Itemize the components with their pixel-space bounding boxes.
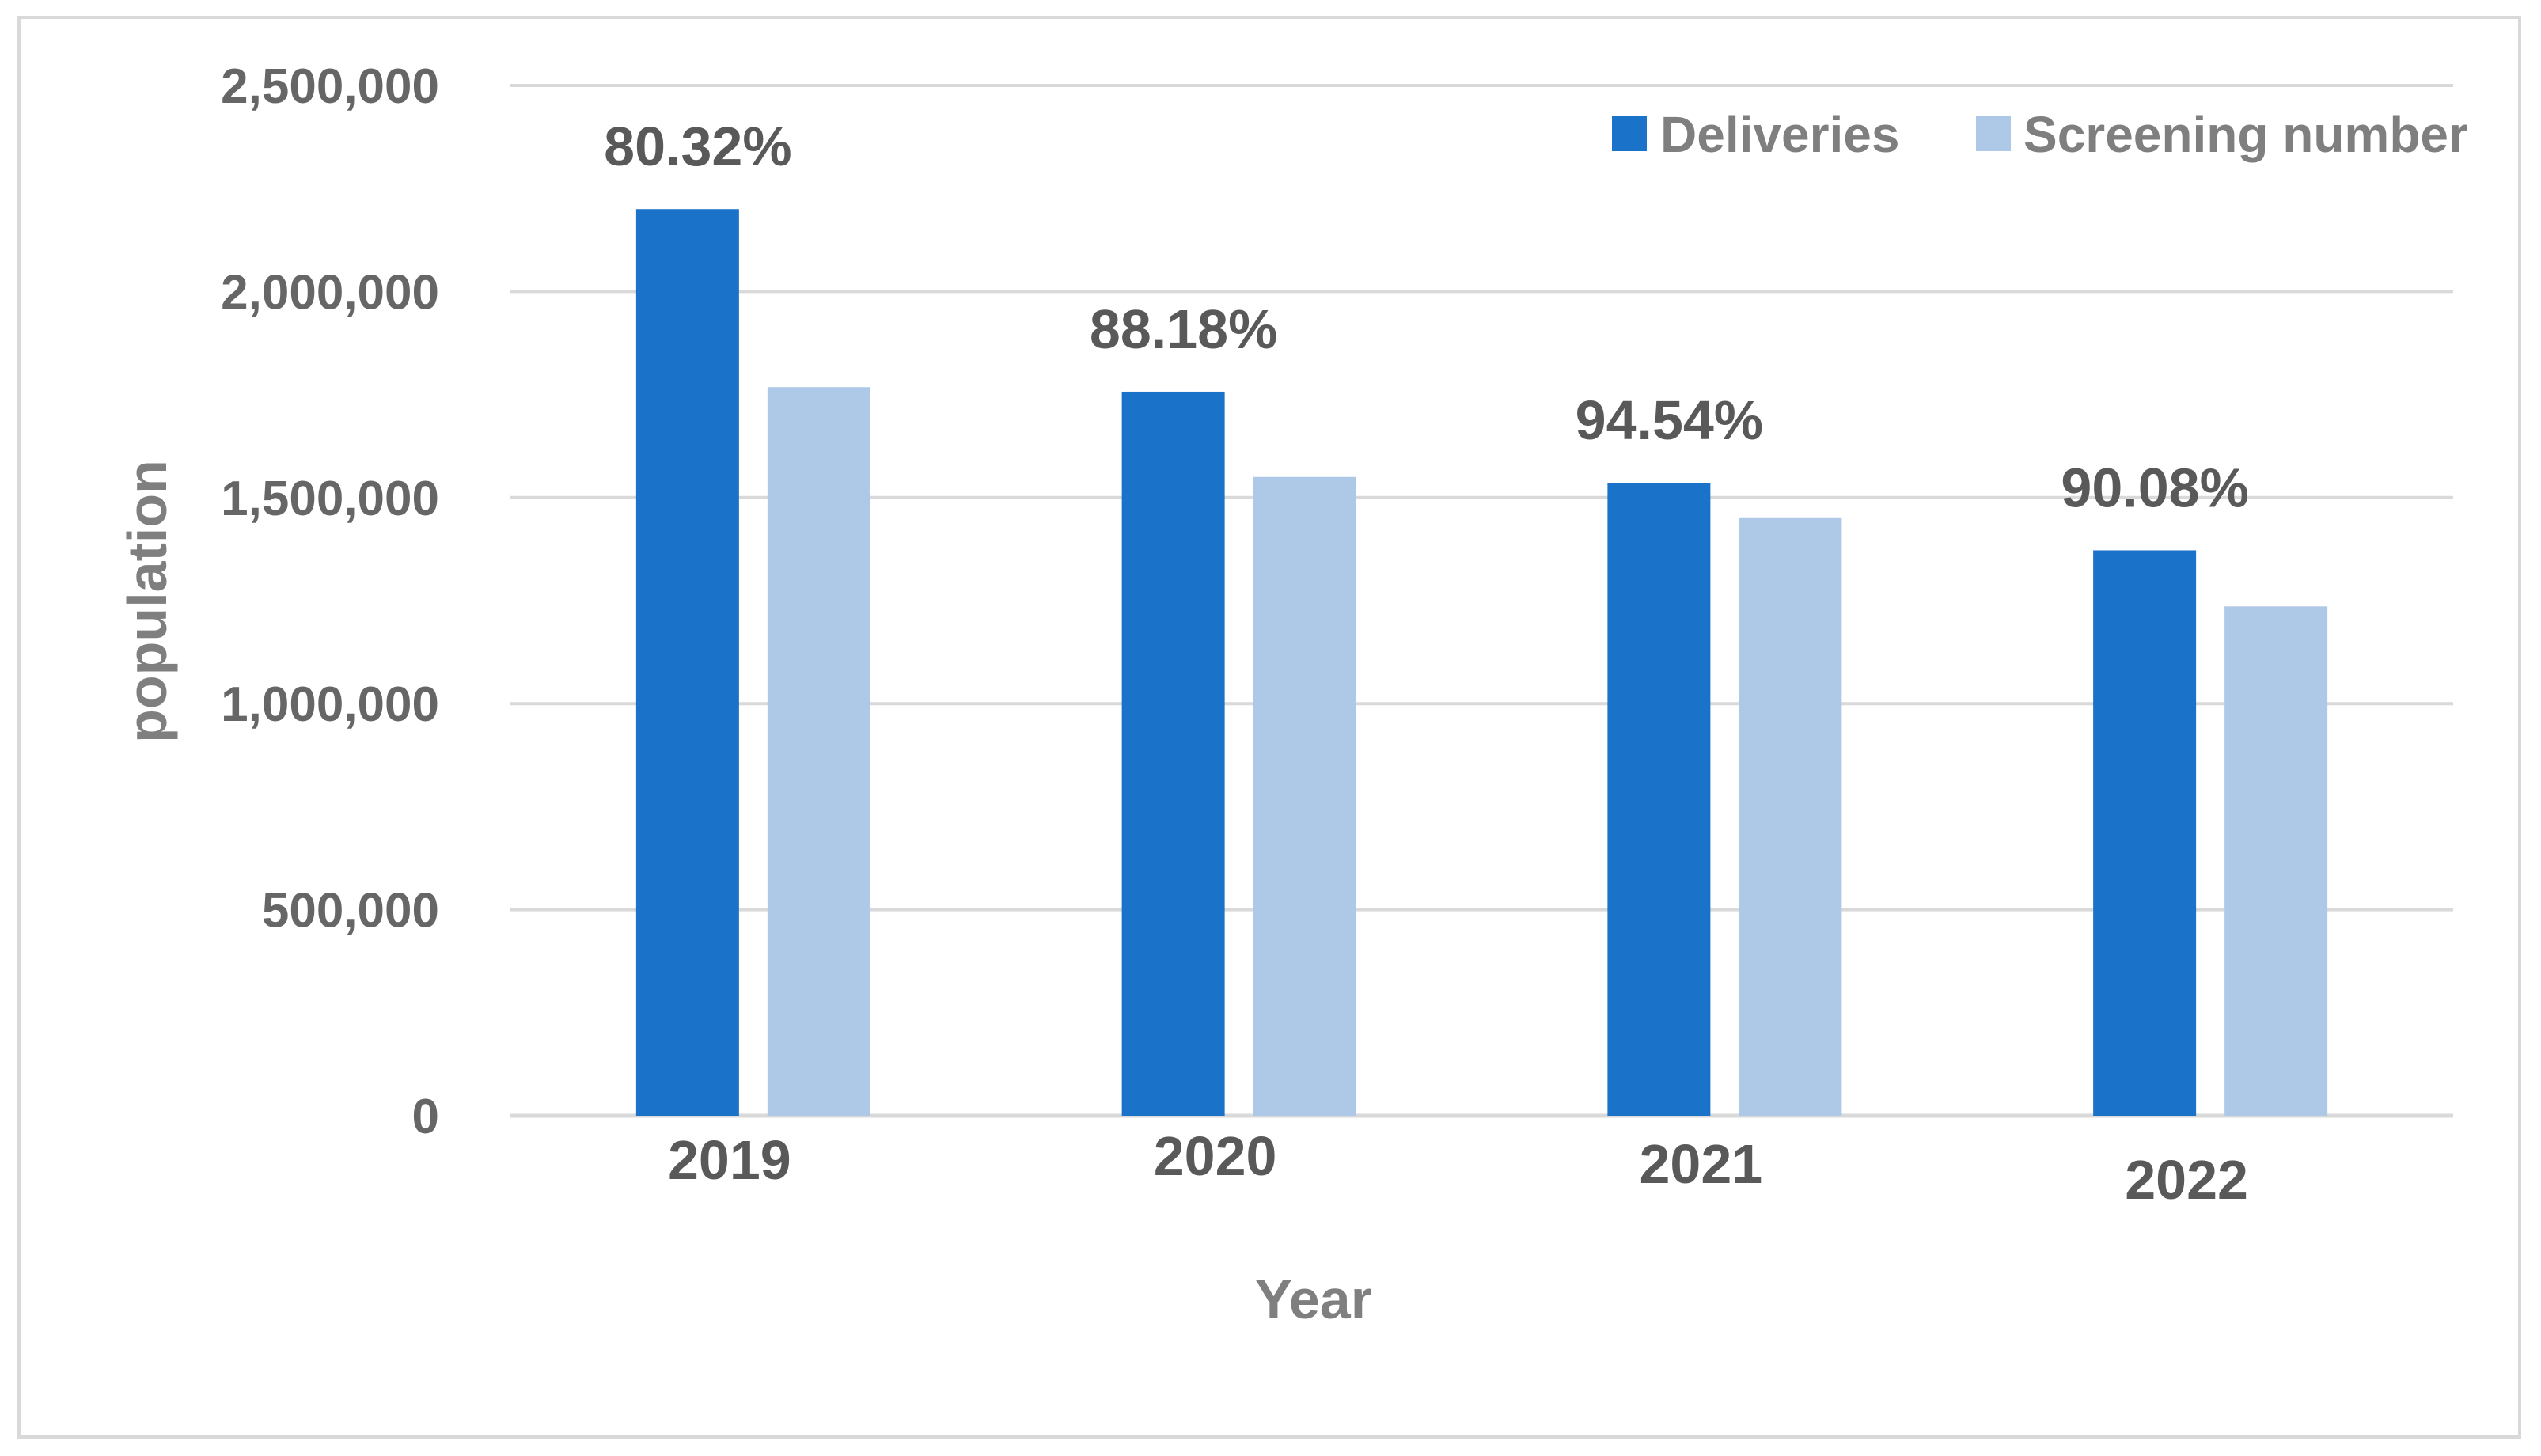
data-label-2020: 88.18% [1090, 298, 1277, 360]
x-tick-label-2019: 2019 [668, 1129, 791, 1191]
x-tick-label-2021: 2021 [1640, 1133, 1763, 1195]
x-axis-title: Year [1255, 1268, 1372, 1330]
legend: Deliveries Screening number [1612, 106, 2468, 163]
data-label-2019: 80.32% [604, 116, 791, 177]
x-axis-categories: 2019 2020 2021 2022 [668, 1125, 2248, 1211]
bar-screening-number-2019 [767, 387, 870, 1116]
y-axis-ticks: 0 500,000 1,000,000 1,500,000 2,000,000 2,500… [221, 59, 439, 1144]
legend-swatch-screening-number [1976, 116, 2011, 151]
y-tick-label: 2,500,000 [221, 59, 439, 114]
data-label-2021: 94.54% [1576, 389, 1763, 451]
bar-deliveries-2020 [1121, 391, 1225, 1116]
y-tick-label: 2,000,000 [221, 265, 439, 320]
x-tick-label-2022: 2022 [2125, 1149, 2248, 1211]
legend-label-screening-number: Screening number [2023, 106, 2468, 163]
bar-deliveries-2022 [2093, 550, 2197, 1116]
data-label-2022: 90.08% [2061, 457, 2248, 518]
legend-swatch-deliveries [1612, 116, 1647, 151]
bar-deliveries-2021 [1607, 483, 1711, 1116]
y-tick-label: 500,000 [262, 884, 439, 938]
bar-deliveries-2019 [635, 209, 739, 1116]
y-tick-label: 0 [412, 1090, 439, 1144]
y-tick-label: 1,500,000 [221, 472, 439, 526]
x-tick-label-2020: 2020 [1154, 1125, 1277, 1187]
legend-label-deliveries: Deliveries [1660, 106, 1899, 163]
data-labels: 80.32% 88.18% 94.54% 90.08% [604, 116, 2249, 518]
bars [635, 209, 2328, 1116]
bar-screening-number-2022 [2224, 606, 2328, 1116]
y-axis-title: population [116, 460, 178, 743]
y-tick-label: 1,000,000 [221, 677, 439, 732]
bar-screening-number-2020 [1253, 476, 1356, 1116]
bar-screening-number-2021 [1739, 517, 1842, 1116]
